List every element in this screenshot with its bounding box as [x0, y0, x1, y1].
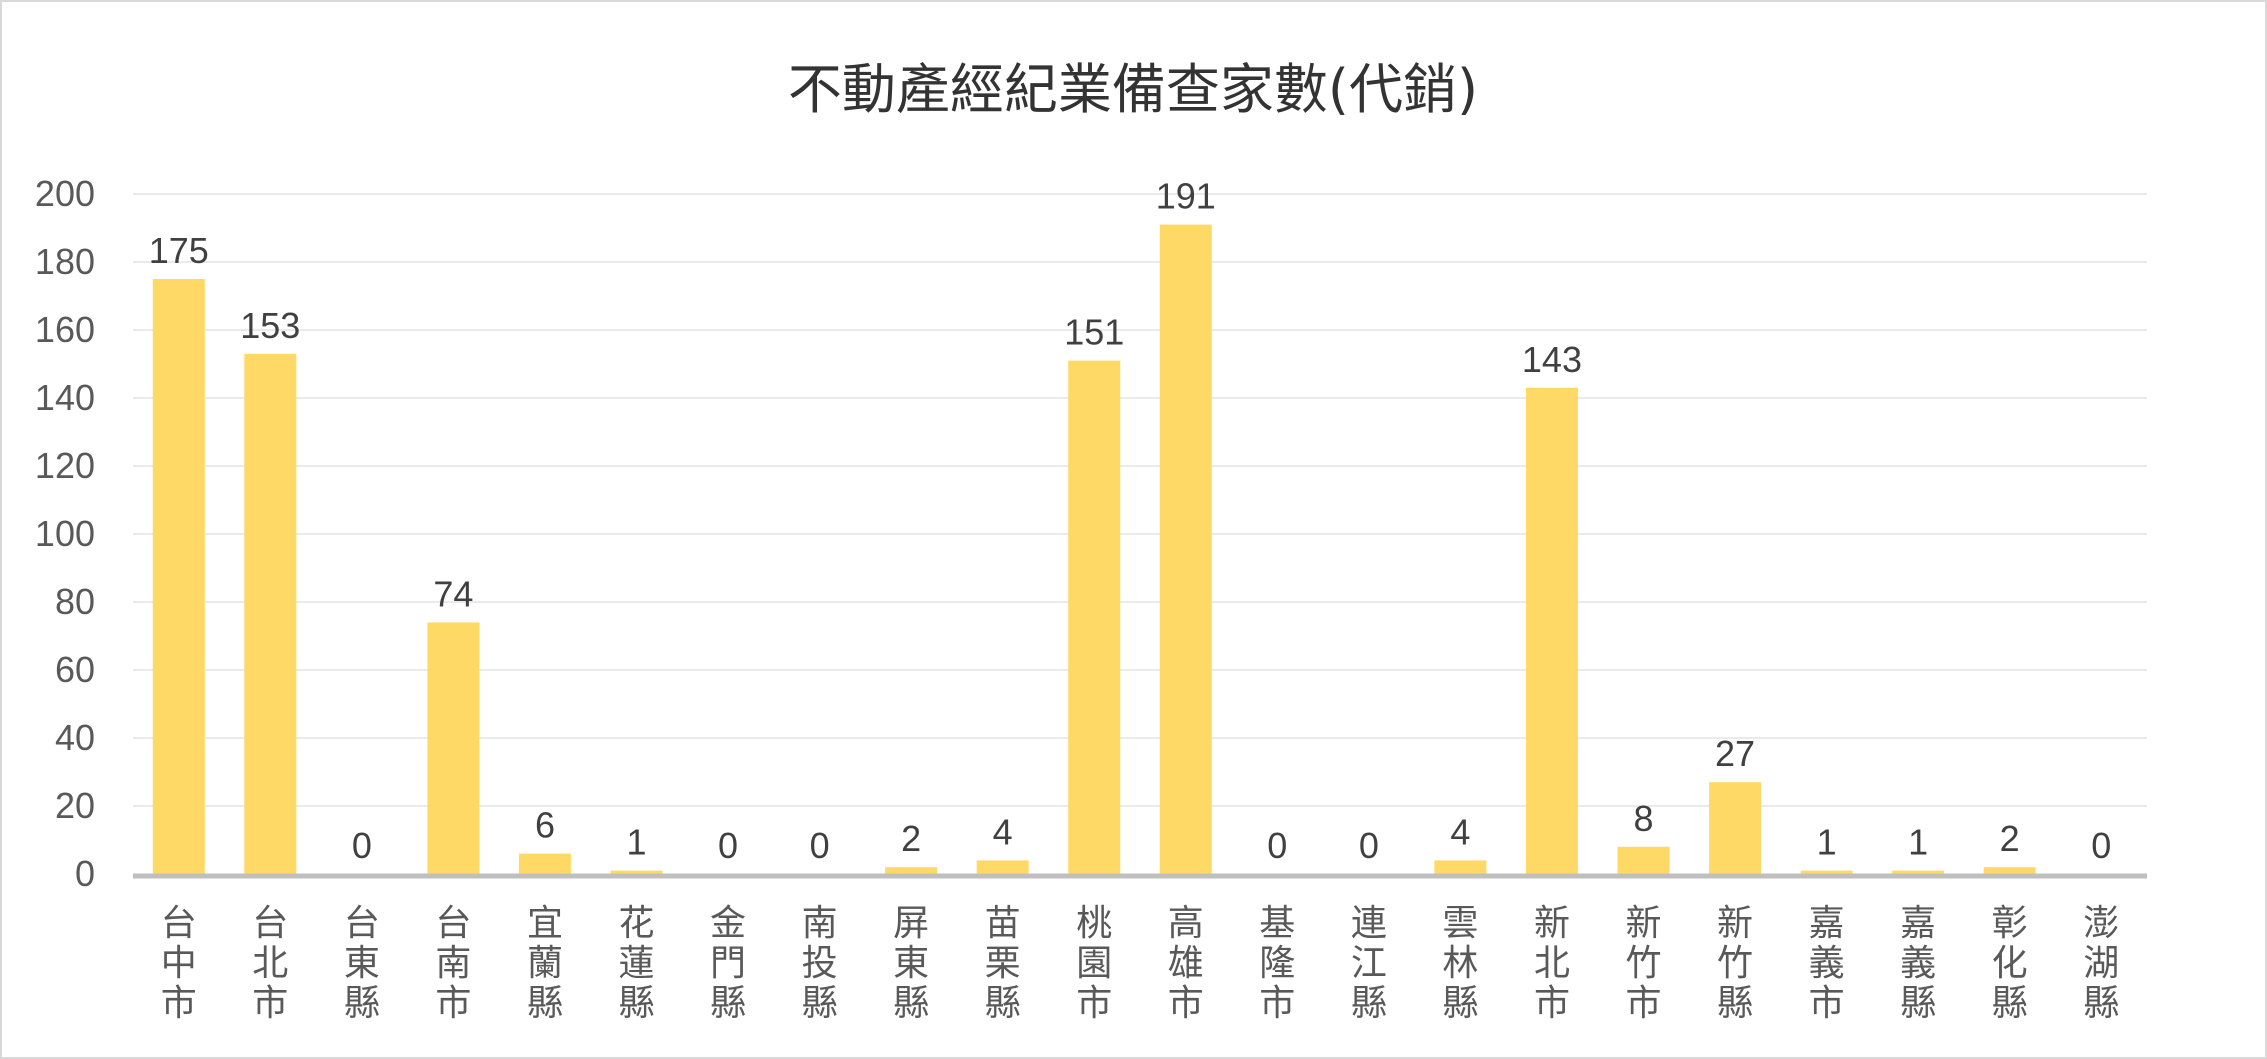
data-label: 153 — [240, 305, 300, 346]
data-label: 191 — [1156, 176, 1216, 217]
data-label: 6 — [535, 805, 555, 846]
bar — [1709, 782, 1762, 874]
x-category-label: 嘉義市 — [1809, 903, 1845, 1024]
x-category-label: 高雄市 — [1168, 903, 1204, 1024]
data-label: 175 — [149, 230, 209, 271]
y-axis-ticks: 0 20 40 60 80 100 120 140 160 180 200 — [35, 173, 95, 894]
y-tick-label: 80 — [55, 581, 95, 622]
x-category-label: 新竹縣 — [1717, 903, 1753, 1024]
x-category-label: 南投縣 — [802, 903, 838, 1024]
bar — [610, 870, 663, 874]
bar — [1800, 870, 1853, 874]
bar — [1892, 870, 1945, 874]
data-label: 2 — [901, 818, 921, 859]
data-label: 8 — [1633, 798, 1653, 839]
x-category-label: 台北市 — [252, 903, 288, 1024]
x-category-label: 雲林縣 — [1442, 903, 1478, 1024]
data-label: 1 — [626, 822, 646, 863]
x-axis-categories: 台中市 台北市 台東縣 台南市 宜蘭縣 花蓮縣 金門縣 南投縣 屏東縣 苗栗縣 桃園市 高雄市 基隆市 連… — [161, 903, 2119, 1024]
data-label: 1 — [1817, 822, 1837, 863]
y-tick-label: 0 — [75, 853, 95, 894]
data-label: 1 — [1908, 822, 1928, 863]
bar — [1159, 224, 1212, 875]
x-category-label: 新竹市 — [1625, 903, 1661, 1024]
x-category-label: 花蓮縣 — [618, 903, 654, 1024]
y-tick-label: 160 — [35, 309, 95, 350]
data-label: 143 — [1522, 339, 1582, 380]
y-tick-label: 140 — [35, 377, 95, 418]
data-label: 0 — [352, 825, 372, 866]
bar — [1525, 387, 1578, 874]
bar — [976, 860, 1029, 874]
x-category-label: 嘉義縣 — [1900, 903, 1936, 1024]
y-tick-label: 180 — [35, 241, 95, 282]
bar — [885, 867, 938, 874]
y-tick-label: 20 — [55, 785, 95, 826]
data-labels: 175 153 0 74 6 1 0 0 2 4 151 191 0 0 4 143 8 27 1 1 2 0 — [149, 176, 2112, 866]
data-label: 74 — [433, 573, 473, 614]
x-category-label: 台中市 — [161, 903, 197, 1024]
bar — [1617, 846, 1670, 874]
bar — [152, 279, 205, 874]
data-label: 151 — [1064, 312, 1124, 353]
x-category-label: 金門縣 — [710, 903, 746, 1024]
x-category-label: 宜蘭縣 — [527, 903, 563, 1024]
y-tick-label: 200 — [35, 173, 95, 214]
bars — [152, 224, 2036, 875]
bar — [427, 622, 480, 874]
x-category-label: 台東縣 — [344, 903, 380, 1024]
data-label: 4 — [993, 811, 1013, 852]
x-category-label: 新北市 — [1534, 903, 1570, 1024]
bar — [1983, 867, 2036, 874]
x-category-label: 台南市 — [435, 903, 471, 1024]
data-label: 27 — [1715, 733, 1755, 774]
y-tick-label: 100 — [35, 513, 95, 554]
bar — [1068, 360, 1121, 875]
data-label: 4 — [1450, 811, 1470, 852]
y-tick-label: 60 — [55, 649, 95, 690]
x-category-label: 屏東縣 — [893, 903, 929, 1024]
y-tick-label: 40 — [55, 717, 95, 758]
x-category-label: 基隆市 — [1259, 903, 1295, 1024]
data-label: 0 — [2091, 825, 2111, 866]
chart-title: 不動產經紀業備查家數(代銷) — [788, 58, 1478, 121]
data-label: 0 — [810, 825, 830, 866]
data-label: 0 — [1359, 825, 1379, 866]
data-label: 0 — [718, 825, 738, 866]
x-category-label: 彰化縣 — [1992, 903, 2028, 1024]
bar — [518, 853, 571, 874]
x-category-label: 澎湖縣 — [2083, 903, 2119, 1024]
data-label: 2 — [2000, 818, 2020, 859]
y-tick-label: 120 — [35, 445, 95, 486]
bar — [244, 353, 297, 874]
x-category-label: 苗栗縣 — [985, 903, 1021, 1024]
bar — [1434, 860, 1487, 874]
x-category-label: 連江縣 — [1351, 903, 1387, 1024]
x-category-label: 桃園市 — [1076, 903, 1112, 1024]
data-label: 0 — [1267, 825, 1287, 866]
